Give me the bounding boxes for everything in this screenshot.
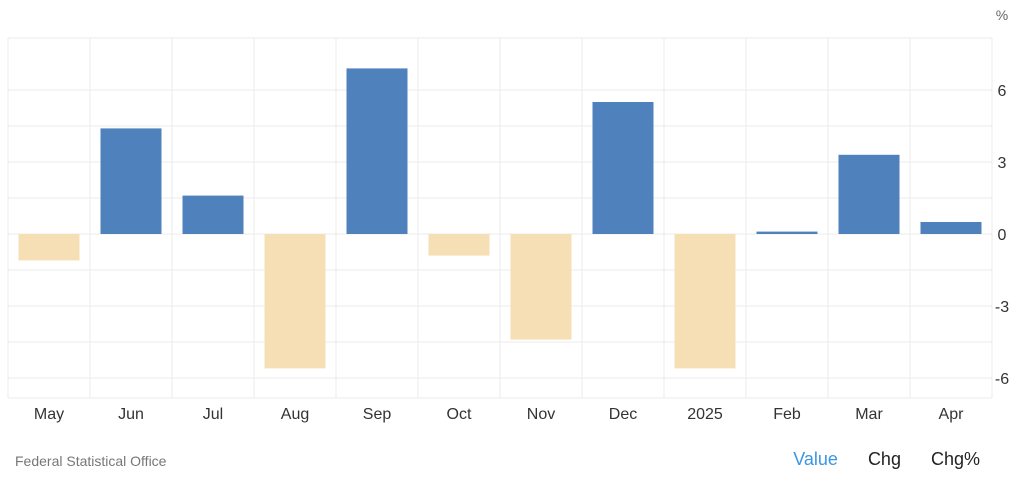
- bar-nov[interactable]: [510, 234, 572, 340]
- chart-footer: Federal Statistical Office Value Chg Chg…: [0, 440, 1024, 480]
- y-tick-label: 3: [998, 155, 1007, 172]
- y-axis-labels: 6 3 0 -3 -6: [995, 83, 1009, 388]
- x-tick-label: Dec: [609, 406, 637, 423]
- x-tick-label: Nov: [527, 406, 555, 423]
- bar-jul[interactable]: [182, 195, 244, 234]
- bar-mar[interactable]: [838, 154, 900, 234]
- bar-may[interactable]: [18, 234, 80, 261]
- x-tick-label: Apr: [939, 406, 965, 423]
- tab-chg[interactable]: Chg: [867, 449, 901, 469]
- x-tick-label: Oct: [447, 406, 472, 423]
- bar-aug[interactable]: [264, 234, 326, 369]
- tab-value[interactable]: Value: [793, 449, 838, 469]
- view-tabs: Value Chg Chg%: [763, 449, 980, 470]
- x-axis-labels: May Jun Jul Aug Sep Oct Nov Dec 2025 Feb Mar Apr: [34, 406, 964, 423]
- bar-jun[interactable]: [100, 128, 162, 234]
- bars: [18, 68, 982, 369]
- y-tick-label: 6: [998, 83, 1007, 100]
- bar-apr[interactable]: [920, 222, 982, 234]
- bar-oct[interactable]: [428, 234, 490, 256]
- bar-chart: May Jun Jul Aug Sep Oct Nov Dec 2025 Feb Mar Apr 6 3…: [7, 7, 1009, 423]
- tab-chg-percent[interactable]: Chg%: [930, 449, 980, 469]
- x-tick-label: Feb: [773, 406, 801, 423]
- bar-2025[interactable]: [674, 234, 736, 369]
- y-axis-unit: %: [996, 7, 1008, 23]
- x-tick-label: Mar: [855, 406, 883, 423]
- x-tick-label: 2025: [687, 406, 723, 423]
- source-label: Federal Statistical Office: [15, 453, 167, 469]
- bar-feb[interactable]: [756, 231, 818, 234]
- bar-sep[interactable]: [346, 68, 408, 235]
- y-tick-label: -6: [995, 371, 1009, 388]
- x-tick-label: Sep: [363, 406, 392, 423]
- bar-dec[interactable]: [592, 102, 654, 234]
- y-tick-label: -3: [995, 299, 1009, 316]
- y-tick-label: 0: [998, 227, 1007, 244]
- x-tick-label: May: [34, 406, 64, 423]
- x-tick-label: Jun: [118, 406, 144, 423]
- grid-lines: [7, 37, 993, 399]
- x-tick-label: Aug: [281, 406, 309, 423]
- x-tick-label: Jul: [203, 406, 223, 423]
